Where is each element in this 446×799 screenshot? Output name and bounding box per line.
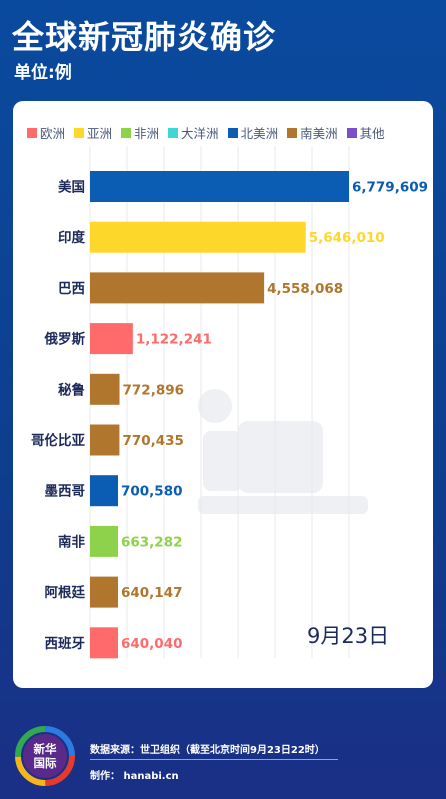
value-label: 640,147 <box>121 585 183 601</box>
category-label: 巴西 <box>58 281 85 297</box>
bar <box>90 475 118 507</box>
bar <box>90 171 349 202</box>
category-label: 美国 <box>58 179 85 196</box>
xinhua-logo: 新华 国际 <box>14 725 76 787</box>
legend-item: 非洲 <box>121 123 159 142</box>
legend: 欧洲 亚洲 非洲 大洋洲 北美洲 南美洲 其他 <box>27 123 425 142</box>
value-label: 1,122,241 <box>136 332 212 348</box>
date-annotation: 9月23日 <box>307 624 389 648</box>
unit-label: 单位:例 <box>14 63 72 83</box>
legend-swatch <box>168 127 179 138</box>
legend-item: 北美洲 <box>227 123 279 142</box>
legend-swatch <box>287 127 298 138</box>
value-label: 700,580 <box>121 484 183 500</box>
footer-divider <box>90 759 338 760</box>
chart-card: 欧洲 亚洲 非洲 大洋洲 北美洲 南美洲 其他 美国 6,779,609 印度 5,646,010… <box>13 101 433 688</box>
category-label: 阿根廷 <box>45 584 86 601</box>
category-label: 西班牙 <box>45 635 86 652</box>
legend-item: 大洋洲 <box>168 123 219 142</box>
value-label: 772,896 <box>123 382 185 398</box>
value-label: 5,646,010 <box>309 230 385 246</box>
legend-item: 南美洲 <box>287 123 338 142</box>
category-label: 墨西哥 <box>45 484 86 500</box>
value-label: 663,282 <box>121 534 183 550</box>
legend-label: 大洋洲 <box>181 126 219 141</box>
data-source: 数据来源：世卫组织（截至北京时间9月23日22时） <box>90 745 325 756</box>
bar <box>90 272 265 304</box>
bar <box>90 424 120 456</box>
legend-swatch <box>121 127 132 138</box>
watermark-icon <box>198 389 368 514</box>
legend-label: 其他 <box>359 126 385 141</box>
value-label: 6,779,609 <box>352 180 428 196</box>
logo-ring-icon <box>15 726 75 786</box>
category-label: 俄罗斯 <box>44 331 86 348</box>
bar-chart: 美国 6,779,609 印度 5,646,010 巴西 4,558,068 俄罗斯 1,12… <box>31 146 428 659</box>
legend-label: 非洲 <box>134 126 160 141</box>
legend-label: 欧洲 <box>40 126 66 141</box>
maker-credit: 制作： hanabi.cn <box>90 771 179 782</box>
logo-line2: 国际 <box>33 756 57 770</box>
bar <box>90 525 118 557</box>
value-label: 770,435 <box>122 433 184 449</box>
legend-swatch <box>227 127 238 138</box>
bar <box>90 576 118 608</box>
category-label: 南非 <box>58 533 85 550</box>
bar <box>90 373 120 405</box>
legend-item: 欧洲 <box>27 123 65 142</box>
legend-item: 亚洲 <box>74 123 112 142</box>
category-label: 秘鲁 <box>58 381 85 398</box>
legend-label: 北美洲 <box>240 126 279 141</box>
legend-swatch <box>27 127 37 138</box>
value-label: 640,040 <box>121 636 183 652</box>
category-label: 印度 <box>58 229 85 246</box>
page-title: 全球新冠肺炎确诊 <box>12 18 277 56</box>
legend-item: 其他 <box>346 123 385 142</box>
legend-label: 亚洲 <box>87 126 113 141</box>
value-label: 4,558,068 <box>267 281 343 297</box>
bar <box>90 627 118 659</box>
bar <box>90 221 306 253</box>
logo-line1: 新华 <box>33 742 57 756</box>
legend-swatch <box>346 127 357 138</box>
bar <box>90 323 133 355</box>
category-label: 哥伦比亚 <box>31 432 85 449</box>
legend-label: 南美洲 <box>300 126 338 141</box>
legend-swatch <box>74 127 85 138</box>
